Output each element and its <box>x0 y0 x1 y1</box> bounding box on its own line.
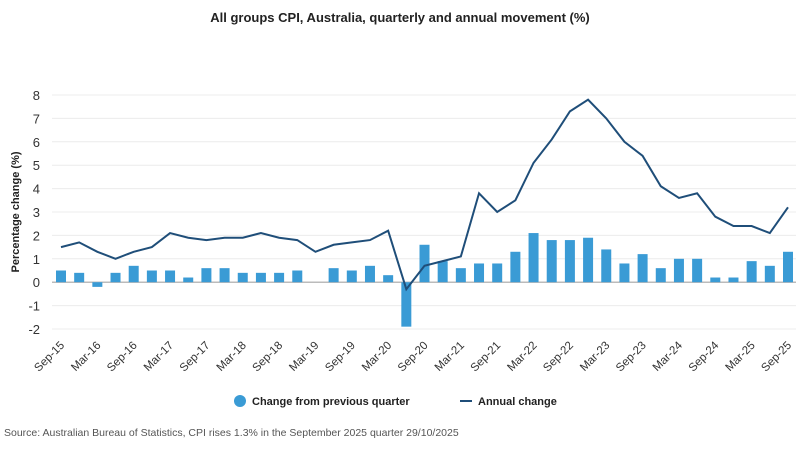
bar-Dec-20 <box>437 261 448 283</box>
x-tick-label: Mar-22 <box>505 340 539 374</box>
bar-Sep-18 <box>274 272 285 283</box>
x-tick-label: Sep-17 <box>178 340 213 375</box>
bar-Sep-25 <box>783 251 793 283</box>
bar-Jun-25 <box>764 265 775 283</box>
y-tick-label: 5 <box>33 158 40 173</box>
bar-Dec-22 <box>583 237 594 283</box>
bar-Jun-24 <box>692 258 703 283</box>
bar-Mar-17 <box>165 270 176 283</box>
x-tick-label: Mar-19 <box>287 340 321 374</box>
x-tick-label: Sep-16 <box>105 340 140 375</box>
bar-Sep-23 <box>637 254 648 283</box>
bar-Jun-18 <box>255 272 266 283</box>
y-tick-label: -2 <box>28 322 40 337</box>
y-tick-label: 6 <box>33 135 40 150</box>
bar-Jun-21 <box>474 263 485 283</box>
x-tick-label: Mar-23 <box>578 340 612 374</box>
bar-Jun-20 <box>401 282 412 327</box>
x-tick-label: Mar-20 <box>360 340 394 374</box>
x-tick-label: Mar-25 <box>724 340 758 374</box>
x-tick-label: Sep-23 <box>614 340 649 375</box>
bar-Jun-22 <box>546 240 557 283</box>
x-tick-label: Sep-19 <box>323 340 358 375</box>
bar-Jun-23 <box>619 263 630 283</box>
y-tick-label: 0 <box>33 275 40 290</box>
legend-label-quarterly: Change from previous quarter <box>252 396 410 408</box>
x-tick-label: Mar-21 <box>433 340 467 374</box>
bar-Mar-20 <box>383 275 394 283</box>
y-tick-label: 3 <box>33 205 40 220</box>
bar-Jun-17 <box>183 277 194 283</box>
bar-Dec-18 <box>292 270 303 283</box>
x-tick-label: Sep-20 <box>396 340 431 375</box>
legend: Change from previous quarter Annual chan… <box>234 395 557 408</box>
bar-Dec-15 <box>74 272 85 283</box>
y-tick-label: 8 <box>33 88 40 103</box>
bar-Mar-24 <box>673 258 684 283</box>
bar-Mar-23 <box>601 249 612 283</box>
bar-Sep-19 <box>346 270 357 283</box>
y-tick-label: 1 <box>33 252 40 267</box>
bar-Mar-16 <box>92 282 103 287</box>
bar-Mar-21 <box>455 268 466 283</box>
bar-Dec-23 <box>655 268 666 283</box>
bar-Dec-24 <box>728 277 739 283</box>
y-tick-label: 7 <box>33 111 40 126</box>
source-note: Source: Australian Bureau of Statistics,… <box>4 427 459 439</box>
y-tick-label: 2 <box>33 228 40 243</box>
bar-Dec-17 <box>219 268 230 283</box>
bar-Dec-21 <box>510 251 521 283</box>
bar-Sep-22 <box>564 240 575 283</box>
bar-Jun-16 <box>110 272 121 283</box>
bar-Sep-17 <box>201 268 212 283</box>
bar-Dec-19 <box>364 265 375 283</box>
chart-title: All groups CPI, Australia, quarterly and… <box>210 10 589 25</box>
y-axis-label: Percentage change (%) <box>10 151 22 272</box>
y-tick-label: -1 <box>28 299 40 314</box>
legend-label-annual: Annual change <box>478 396 557 408</box>
x-tick-label: Sep-18 <box>251 340 286 375</box>
bar-Mar-18 <box>237 272 248 283</box>
bar-Sep-16 <box>128 265 139 283</box>
x-tick-label: Sep-25 <box>759 340 794 375</box>
x-tick-label: Mar-24 <box>651 339 686 374</box>
bar-Sep-20 <box>419 244 430 283</box>
y-tick-label: 4 <box>33 182 40 197</box>
x-tick-label: Sep-21 <box>469 340 504 375</box>
bar-Sep-21 <box>492 263 503 283</box>
x-tick-label: Mar-17 <box>142 340 176 374</box>
bar-Sep-24 <box>710 277 721 283</box>
legend-marker-quarterly <box>234 395 246 407</box>
x-tick-label: Sep-24 <box>687 339 722 374</box>
bar-Sep-15 <box>56 270 66 283</box>
x-tick-label: Sep-22 <box>541 340 576 375</box>
bar-Jun-19 <box>328 268 339 283</box>
bar-Mar-25 <box>746 261 757 283</box>
x-tick-label: Mar-16 <box>69 340 103 374</box>
bar-Dec-16 <box>146 270 157 283</box>
x-tick-label: Mar-18 <box>215 340 249 374</box>
x-tick-label: Sep-15 <box>32 340 67 375</box>
bar-Mar-22 <box>528 233 539 283</box>
